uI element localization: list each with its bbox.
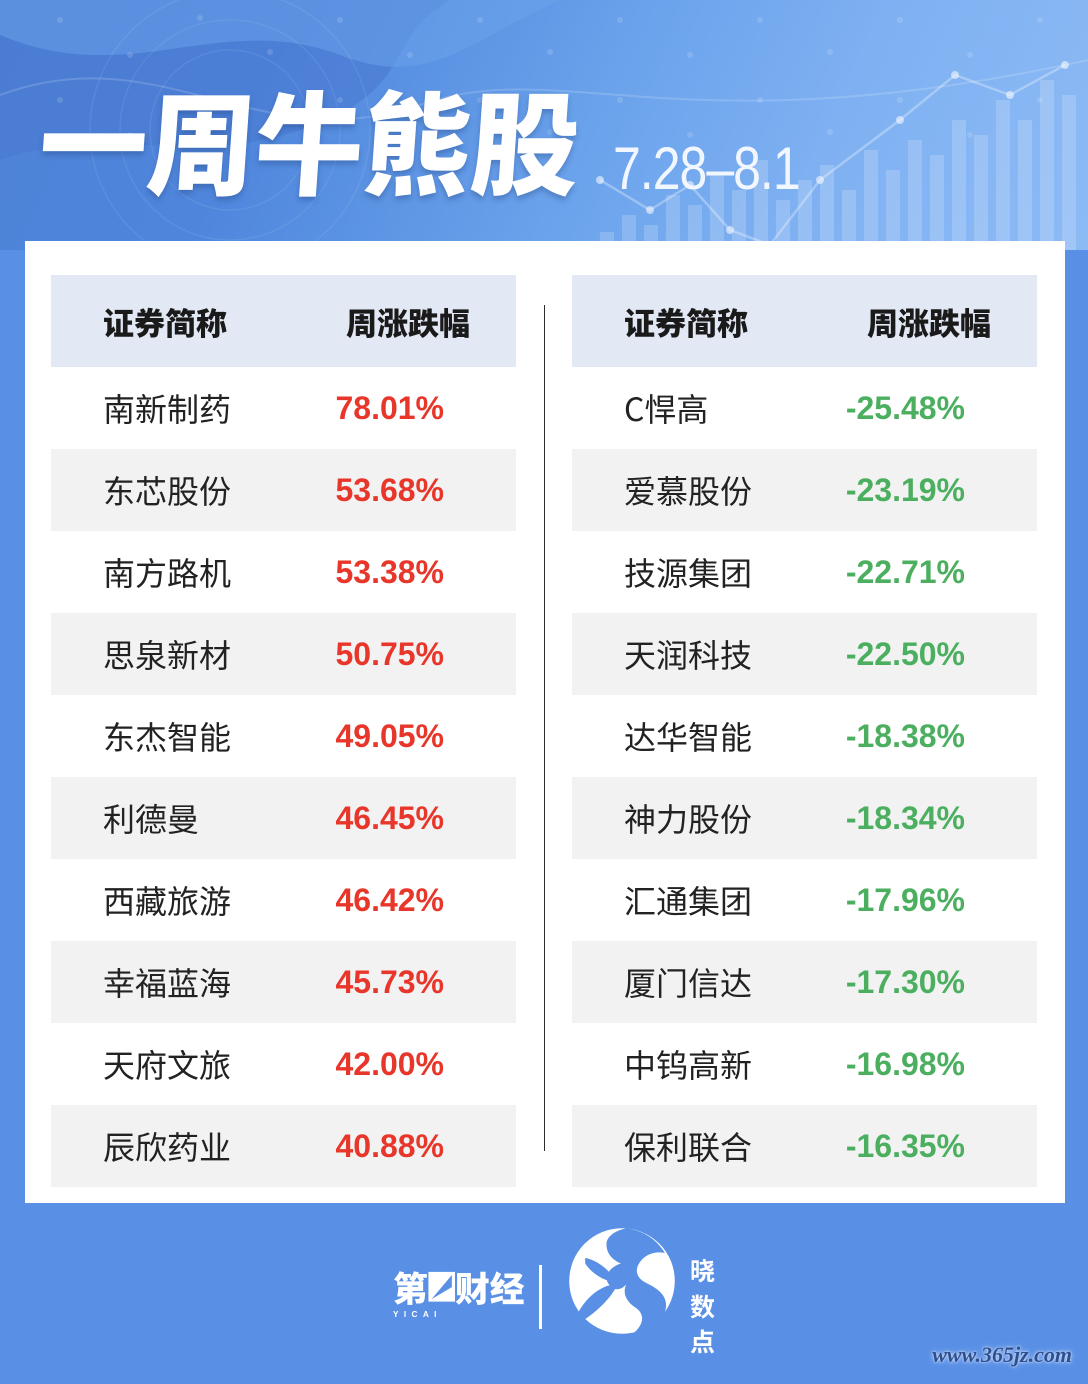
svg-text:YICAI: YICAI: [393, 1310, 442, 1319]
svg-text:第: 第: [393, 1270, 428, 1313]
svg-text:财经: 财经: [455, 1270, 525, 1313]
